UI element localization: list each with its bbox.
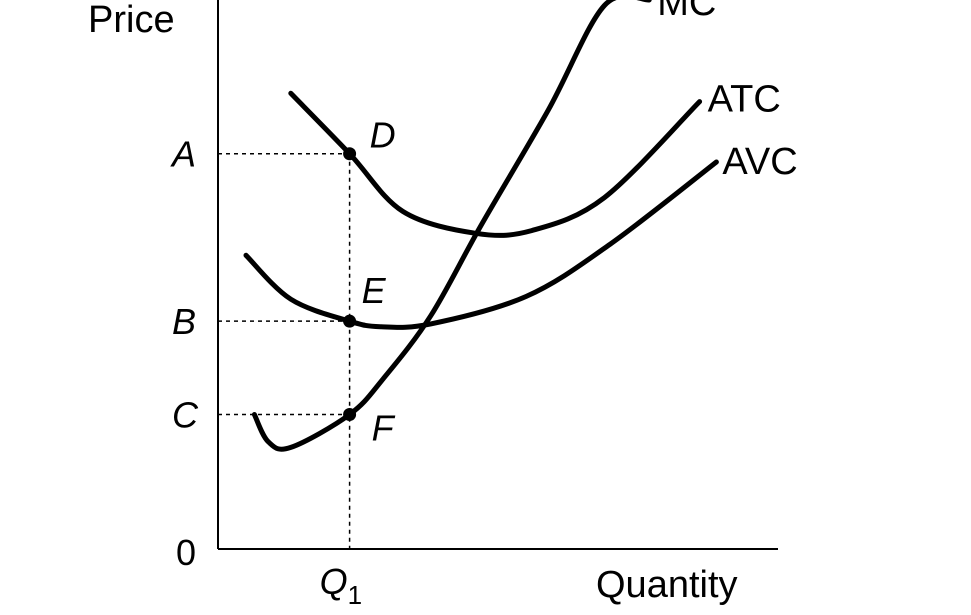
origin-label: 0 (176, 532, 196, 573)
chart-labels: Price Quantity 0 ATC AVC MC A B C Q1 D E F (88, 0, 798, 610)
point-f (343, 407, 357, 421)
cost-curves (243, 0, 719, 452)
x-tick-subscript: 1 (348, 580, 362, 610)
avc-label: AVC (722, 141, 797, 183)
point-label-d: D (370, 115, 396, 156)
atc-label: ATC (708, 79, 781, 121)
point-d (343, 147, 357, 161)
y-axis-title: Price (88, 0, 175, 41)
mc-curve (251, 0, 652, 452)
atc-curve (288, 90, 703, 238)
x-tick-q1: Q1 (320, 561, 362, 610)
point-e (343, 314, 357, 328)
axes (217, 0, 778, 550)
y-tick-b: B (172, 301, 196, 342)
mc-label: MC (657, 0, 716, 24)
intersection-points (343, 147, 357, 421)
point-label-f: F (372, 407, 396, 448)
x-tick-main: Q (320, 561, 348, 602)
x-axis-title: Quantity (596, 564, 738, 606)
y-tick-a: A (170, 134, 196, 175)
guide-lines (218, 152, 351, 549)
y-tick-c: C (172, 394, 199, 435)
avc-curve (243, 159, 719, 330)
point-label-e: E (362, 270, 387, 311)
